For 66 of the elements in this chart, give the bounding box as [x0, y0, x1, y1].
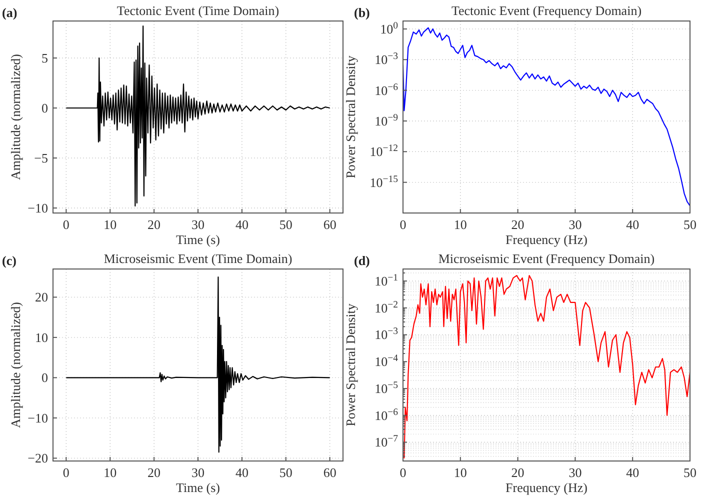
y-tick-label: −5 [34, 150, 48, 166]
x-tick-label: 20 [148, 217, 161, 232]
x-tick-label: 50 [279, 217, 292, 232]
y-tick-label: 10$^{−4}$ [374, 352, 398, 370]
y-tick-label: 10$^{−15}$ [370, 173, 398, 190]
x-tick-label: 40 [626, 217, 640, 232]
x-tick-label: 10 [454, 217, 467, 232]
chart-title: Tectonic Event (Frequency Domain) [451, 3, 642, 18]
line-series [403, 27, 690, 206]
text: (a) [2, 5, 18, 20]
x-tick-label: 20 [148, 465, 161, 480]
y-tick-label: 0 [42, 100, 48, 116]
x-tick-label: 30 [568, 217, 582, 232]
y-tick-label: 0 [42, 370, 48, 386]
line-series [66, 25, 330, 207]
x-axis-title: Frequency (Hz) [506, 480, 588, 495]
y-tick-label: 20 [35, 290, 48, 305]
y-tick-label: 10$^{−12}$ [370, 142, 398, 160]
x-tick-label: 30 [568, 465, 582, 480]
y-axis-title: Amplitude (normalized) [8, 54, 23, 180]
y-axis-title: Power Spectral Density [343, 55, 358, 178]
x-tick-label: 40 [235, 465, 248, 480]
y-tick-label: 10$^{−3}$ [374, 326, 398, 342]
x-axis-title: Time (s) [176, 480, 220, 495]
x-tick-label: 10 [454, 465, 467, 480]
x-tick-label: 60 [323, 465, 336, 480]
text: (b) [354, 5, 370, 20]
y-tick-label: 10$^{−2}$ [374, 298, 398, 316]
y-tick-label: 10$^{−5}$ [374, 379, 398, 396]
y-tick-label: −10 [28, 410, 48, 426]
chart-title: Tectonic Event (Time Domain) [116, 3, 280, 18]
x-axis-title: Frequency (Hz) [506, 232, 588, 247]
y-tick-label: 10 [35, 330, 48, 345]
x-tick-label: 10 [104, 465, 117, 480]
x-tick-label: 30 [192, 217, 204, 232]
x-tick-label: 40 [626, 465, 640, 480]
x-tick-label: 20 [511, 465, 524, 480]
x-tick-label: 30 [192, 465, 204, 480]
y-tick-label: −10 [28, 200, 48, 216]
x-tick-label: 50 [684, 465, 696, 480]
y-tick-label: 10$^{0}$ [380, 20, 398, 36]
y-tick-label: 10$^{−6}$ [374, 81, 398, 98]
x-tick-label: 20 [511, 217, 524, 232]
x-tick-label: 60 [323, 217, 336, 232]
x-tick-label: 50 [684, 217, 696, 232]
y-tick-label: 10$^{−1}$ [374, 272, 398, 289]
y-tick-label: 5 [42, 50, 48, 66]
text: (d) [354, 253, 370, 268]
y-tick-label: −20 [28, 450, 48, 466]
y-axis-title: Amplitude (normalized) [8, 302, 23, 428]
y-tick-label: 10$^{−7}$ [374, 433, 398, 450]
y-tick-label: 10$^{−3}$ [374, 50, 398, 68]
x-tick-label: 40 [235, 217, 248, 232]
x-axis-title: Time (s) [176, 232, 220, 247]
text: (c) [2, 253, 16, 268]
x-tick-label: 10 [104, 217, 117, 232]
y-tick-label: 10$^{−9}$ [374, 112, 398, 128]
y-axis-title: Power Spectral Density [343, 303, 358, 426]
chart-title: Microseismic Event (Frequency Domain) [438, 251, 655, 266]
line-series [66, 276, 330, 453]
x-tick-label: 0 [62, 465, 70, 480]
x-tick-label: 50 [279, 465, 292, 480]
line-series [404, 274, 690, 459]
x-tick-label: 0 [62, 217, 70, 232]
chart-title: Microseismic Event (Time Domain) [104, 251, 292, 266]
y-tick-label: 10$^{−6}$ [374, 406, 398, 423]
